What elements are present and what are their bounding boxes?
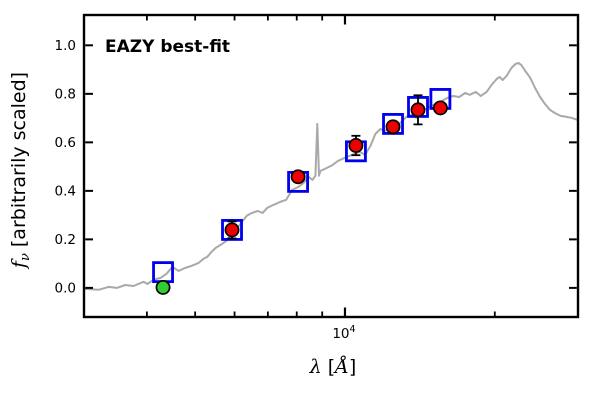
x-axis-label: λ [Å]: [309, 356, 357, 378]
y-tick-label: 0.6: [55, 135, 76, 151]
y-tick-label: 0.2: [55, 232, 76, 248]
observed-photometry-marker: [385, 119, 401, 135]
x-tick-label: 104: [332, 324, 355, 342]
y-tick-label: 0.8: [55, 86, 76, 102]
bestfit-spectrum-line: [83, 62, 579, 291]
model-photometry-marker: [221, 219, 243, 241]
observed-photometry-marker: [432, 100, 448, 116]
observed-photometry-marker: [290, 169, 306, 185]
observed-photometry-marker-green: [155, 279, 171, 295]
y-tick-label: 1.0: [55, 38, 76, 54]
observed-photometry-marker: [410, 102, 426, 118]
observed-photometry-marker: [224, 222, 240, 238]
observed-photometry-marker: [348, 138, 364, 153]
y-tick-label: 0.0: [55, 280, 76, 296]
annotation-eazy-best-fit: EAZY best-fit: [105, 37, 230, 57]
y-axis-label: fν [arbitrarily scaled]: [8, 72, 33, 270]
plot-frame: [82, 13, 580, 319]
y-tick-label: 0.4: [55, 183, 76, 199]
